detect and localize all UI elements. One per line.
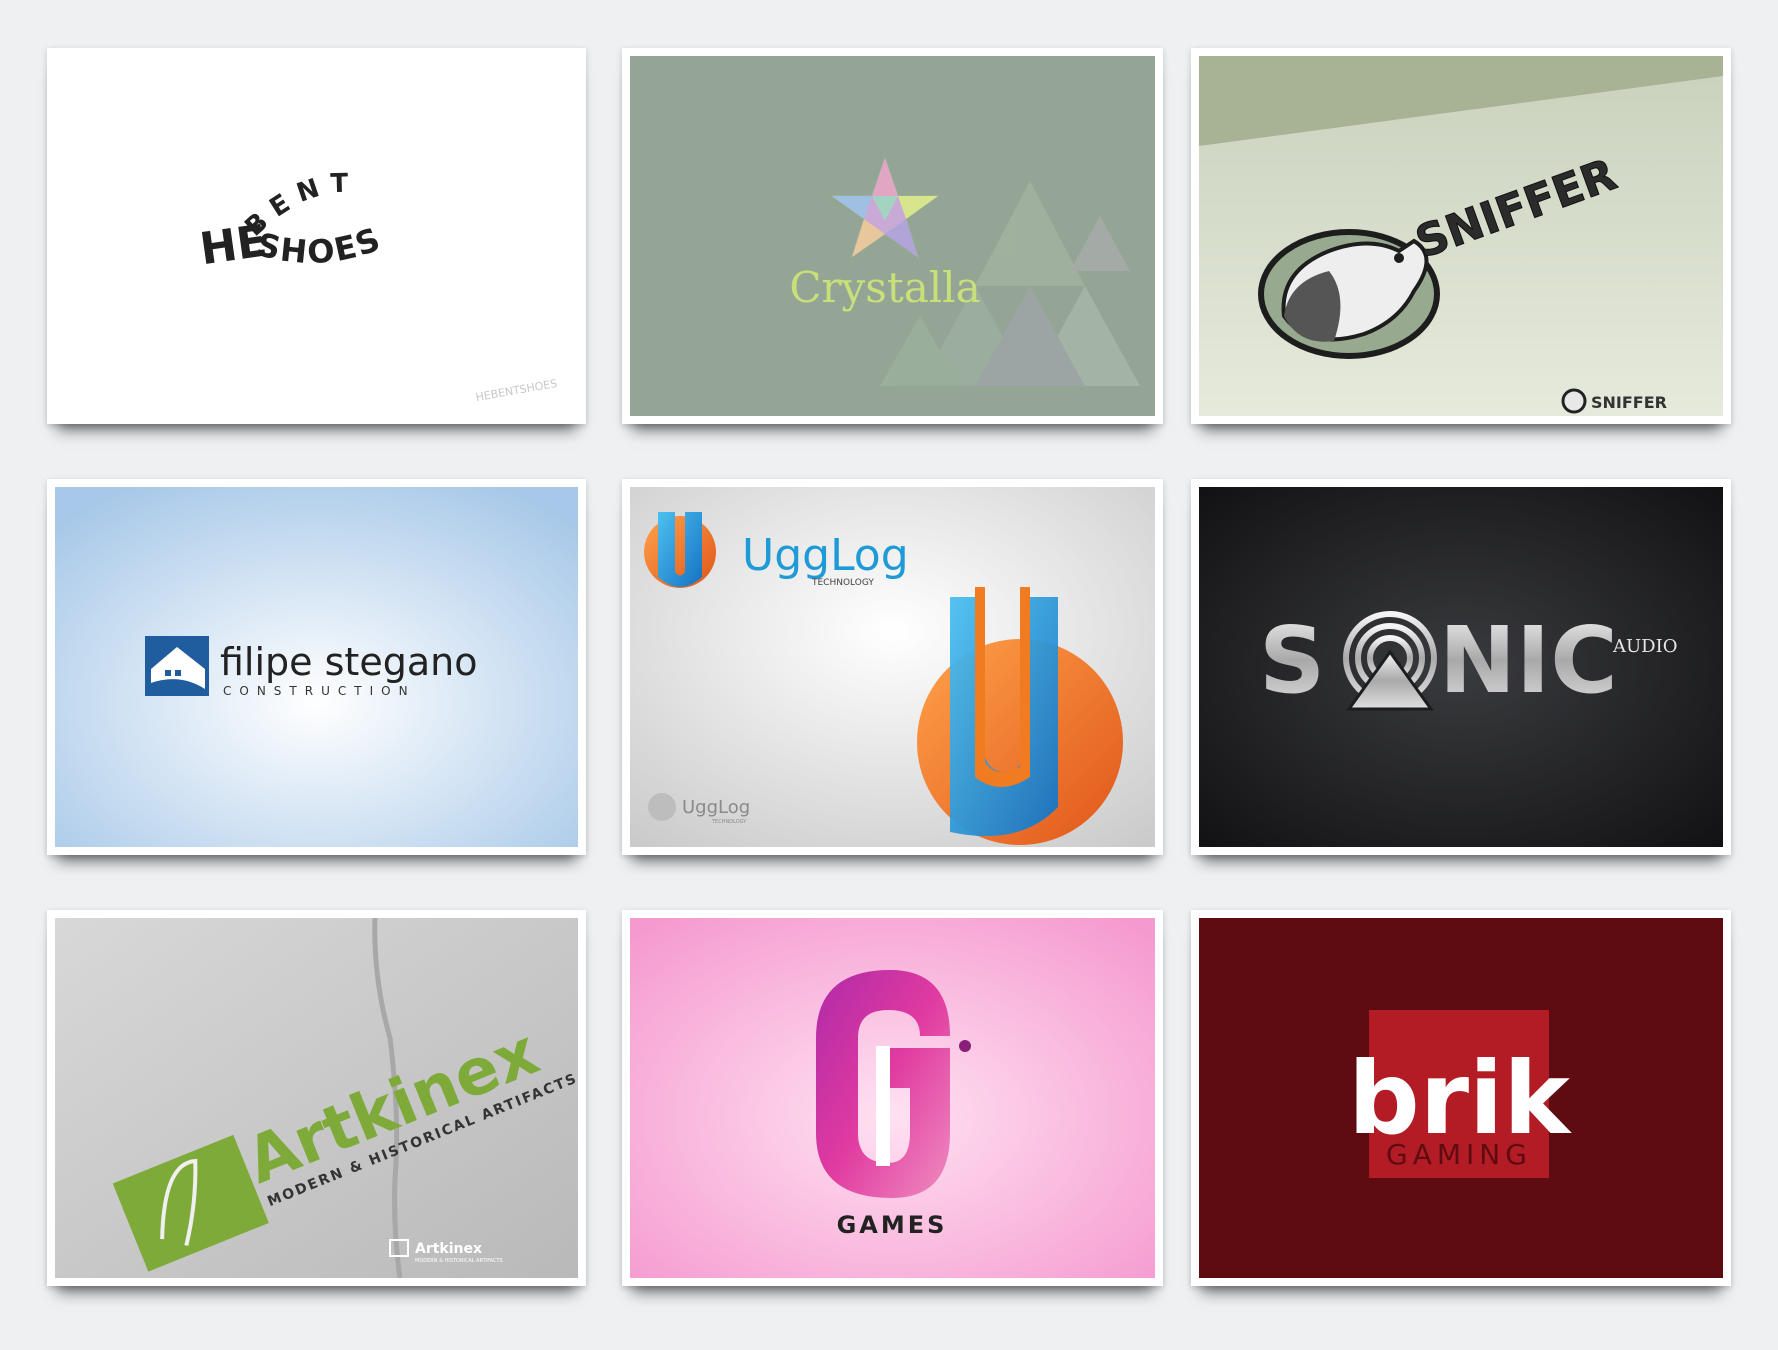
sniffer-watermark: SNIFFER <box>1591 393 1667 412</box>
sniffer-watermark-icon <box>1561 388 1587 414</box>
logo-card-ugglog[interactable]: UggLog TECHNOLOGY UggLog TECHNOLOGY <box>622 479 1163 855</box>
dog-ear-icon <box>1284 271 1341 342</box>
logo-card-games[interactable]: GAMES <box>622 910 1163 1286</box>
logo-art: UggLog TECHNOLOGY UggLog TECHNOLOGY <box>630 487 1155 847</box>
ugglog-watermark-icon <box>648 793 676 821</box>
brik-wordmark: brik <box>1348 1040 1572 1157</box>
logo-card-hebent-shoes[interactable]: HE BENT SHOES HEBENTSHOES <box>47 48 586 424</box>
logo-art: HE BENT SHOES HEBENTSHOES <box>55 56 578 416</box>
brik-badge <box>1369 1010 1549 1178</box>
hebent-shoes-logo: HE BENT SHOES HEBENTSHOES <box>55 56 578 416</box>
logo-art: Crystalla <box>630 56 1155 416</box>
sonic-nic-text: NIC <box>1439 607 1618 714</box>
logo-art: SNIFFER SNIFFER <box>1199 56 1723 416</box>
hebent-he-text: HE <box>197 215 270 275</box>
logo-art: S NIC AUDIO <box>1199 487 1723 847</box>
filipe-wordmark: filipe stegano <box>220 640 477 684</box>
ugglog-watermark-tagline: TECHNOLOGY <box>711 819 747 825</box>
triangle-pattern <box>880 181 1140 386</box>
sonic-logo: S NIC AUDIO <box>1199 487 1723 847</box>
ugglog-wordmark: UggLog <box>742 530 909 581</box>
sniffer-logo: SNIFFER SNIFFER <box>1199 56 1723 416</box>
brik-tagline: GAMING <box>1386 1138 1532 1171</box>
ugglog-watermark: UggLog <box>682 797 750 818</box>
logo-card-filipe-stegano[interactable]: filipe stegano CONSTRUCTION <box>47 479 586 855</box>
logo-card-sonic[interactable]: S NIC AUDIO <box>1191 479 1731 855</box>
crystalla-wordmark: Crystalla <box>789 263 980 312</box>
sonic-s-text: S <box>1259 607 1325 714</box>
games-wordmark: GAMES <box>837 1211 948 1239</box>
ugglog-logo: UggLog TECHNOLOGY UggLog TECHNOLOGY <box>630 487 1155 847</box>
logo-card-crystalla[interactable]: Crystalla <box>622 48 1163 424</box>
logo-art: brik GAMING <box>1199 918 1723 1278</box>
artkinex-emblem-icon <box>112 1134 269 1272</box>
artkinex-logo: Artkinex MODERN & HISTORICAL ARTIFACTS A… <box>55 918 578 1278</box>
logo-card-brik[interactable]: brik GAMING <box>1191 910 1731 1286</box>
ugglog-tagline: TECHNOLOGY <box>811 578 874 588</box>
filipe-tagline: CONSTRUCTION <box>223 684 416 698</box>
artkinex-watermark: Artkinex <box>415 1241 482 1257</box>
games-logo: GAMES <box>630 918 1155 1278</box>
logo-card-sniffer[interactable]: SNIFFER SNIFFER <box>1191 48 1731 424</box>
brik-logo: brik GAMING <box>1199 918 1723 1278</box>
artkinex-watermark-icon <box>389 1239 409 1257</box>
crystalla-logo: Crystalla <box>630 56 1155 416</box>
sonic-tagline: AUDIO <box>1612 636 1677 657</box>
logo-art: filipe stegano CONSTRUCTION <box>55 487 578 847</box>
logo-card-artkinex[interactable]: Artkinex MODERN & HISTORICAL ARTIFACTS A… <box>47 910 586 1286</box>
filipe-stegano-logo: filipe stegano CONSTRUCTION <box>55 487 578 847</box>
artkinex-watermark-tagline: MODERN & HISTORICAL ARTIFACTS <box>415 1258 503 1264</box>
logo-art: Artkinex MODERN & HISTORICAL ARTIFACTS A… <box>55 918 578 1278</box>
logo-art: GAMES <box>630 918 1155 1278</box>
